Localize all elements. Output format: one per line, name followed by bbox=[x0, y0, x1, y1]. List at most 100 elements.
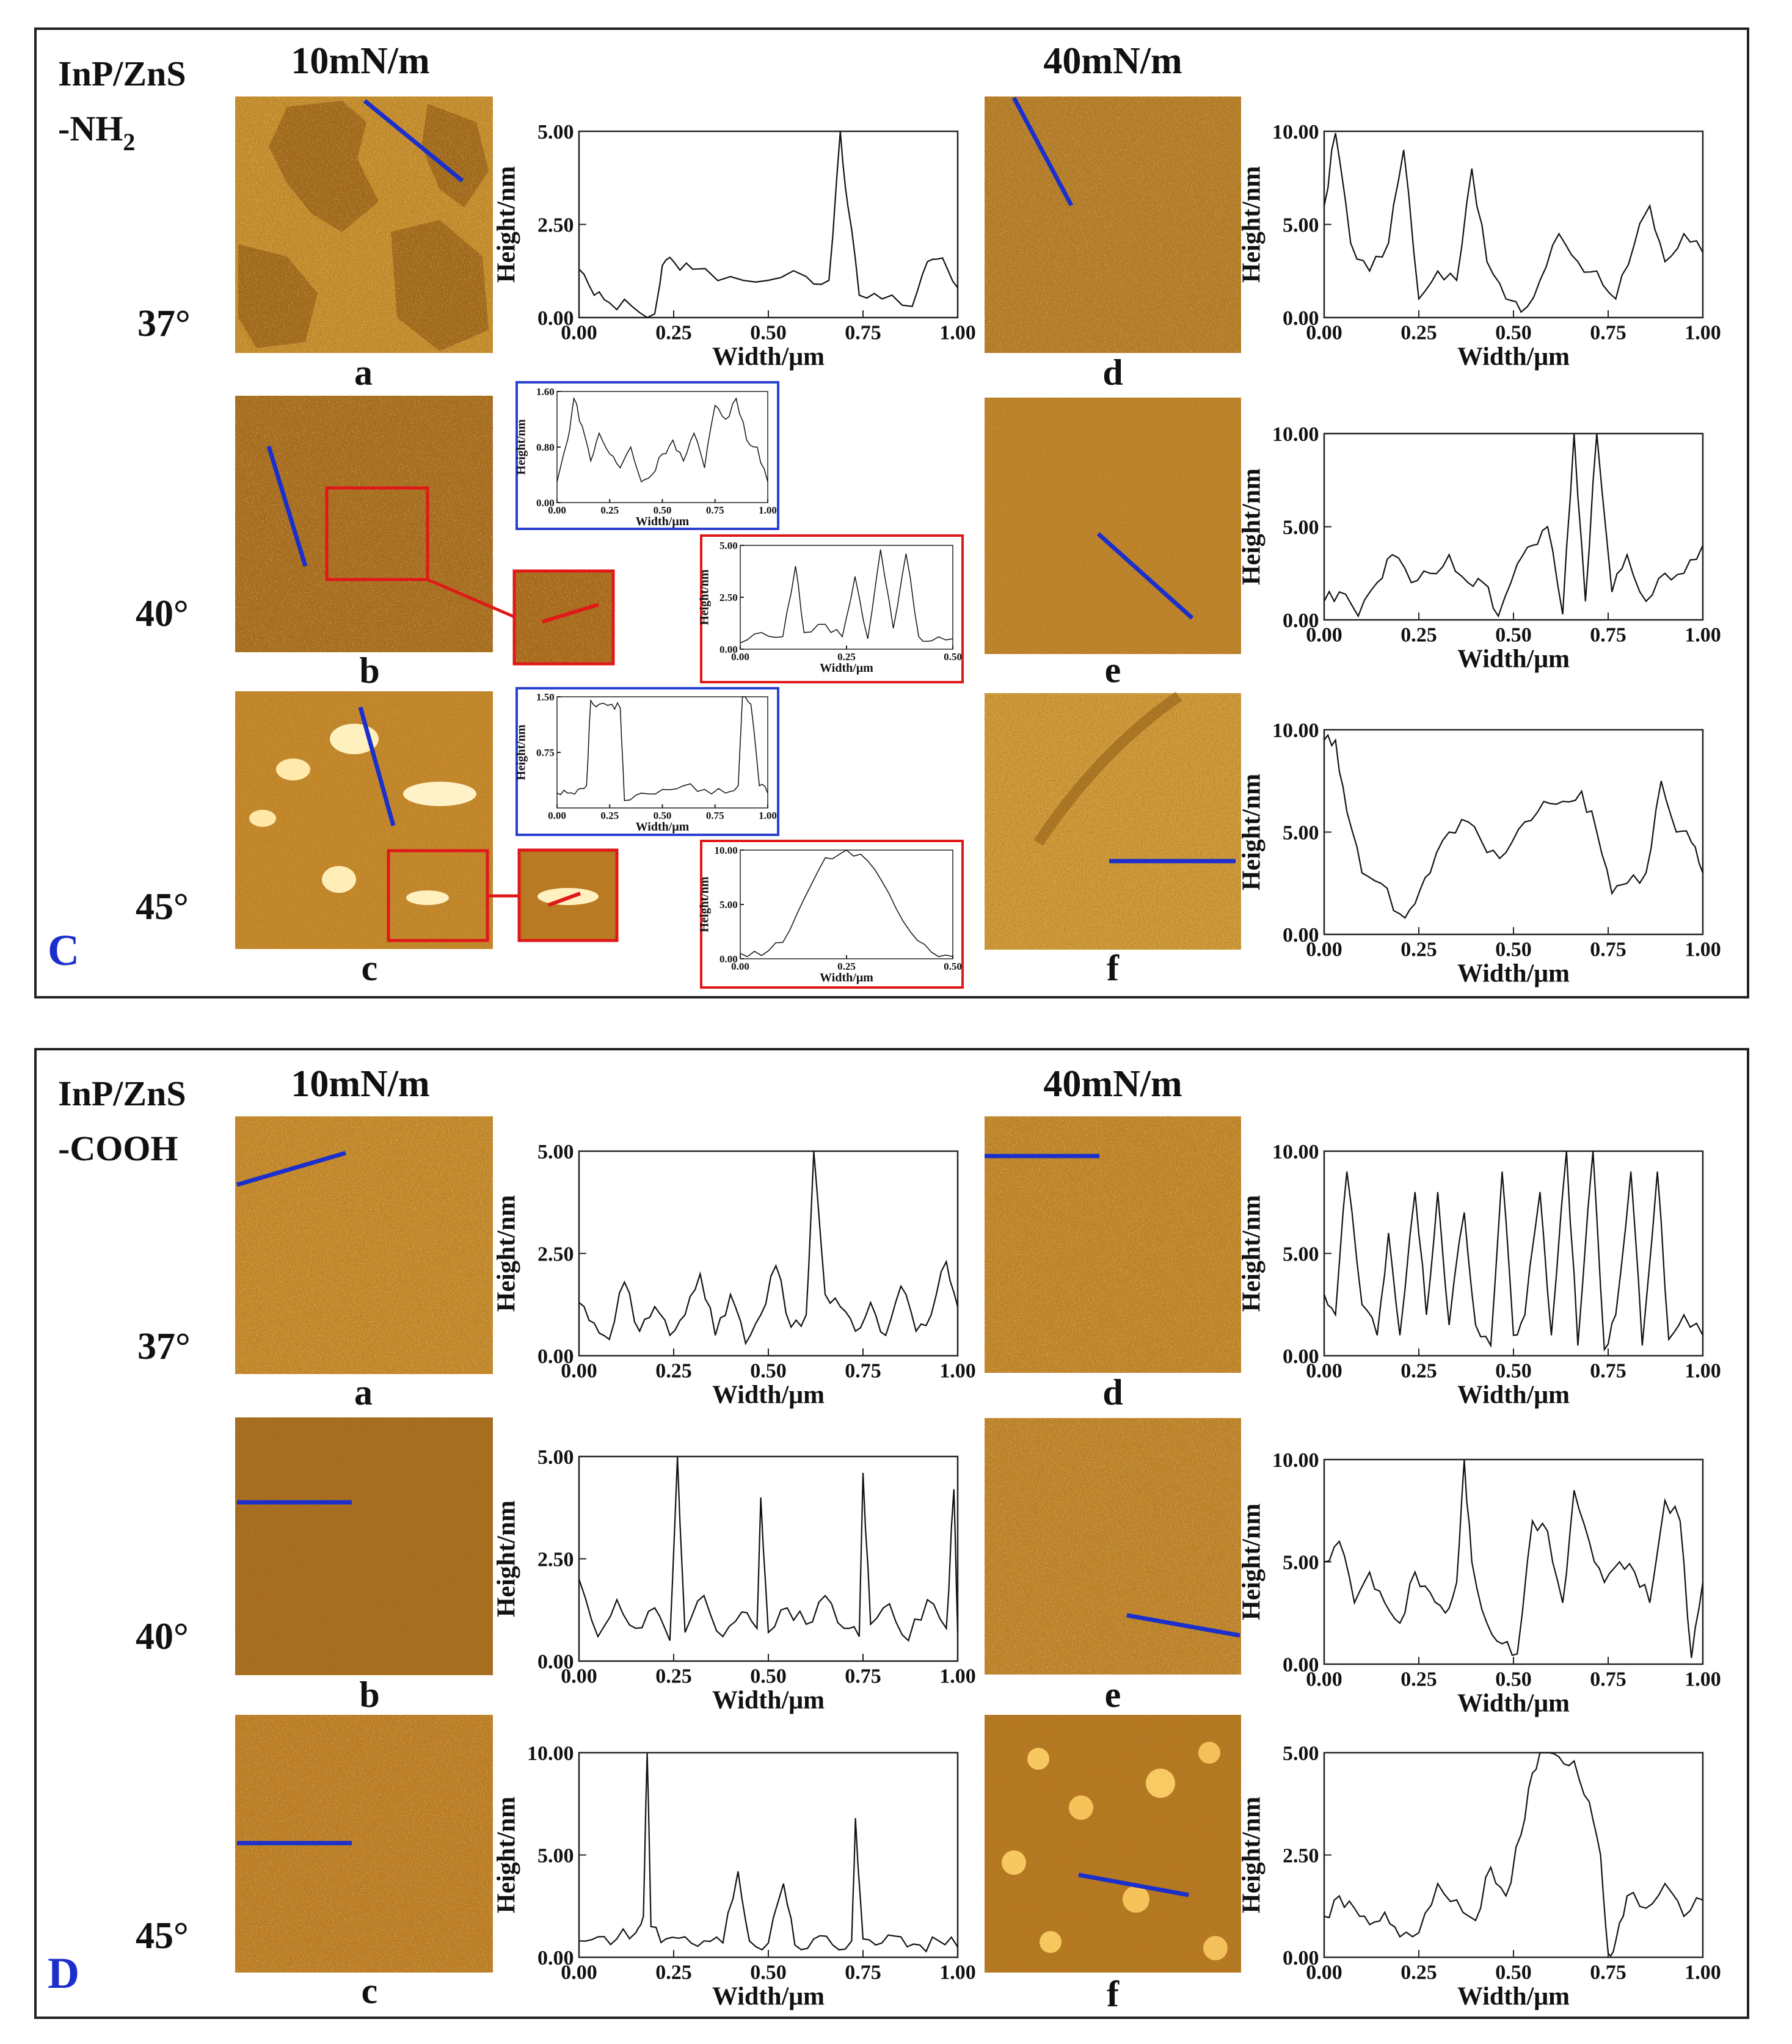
angle-label-40: 40° bbox=[136, 593, 189, 635]
x-tick-label: 0.25 bbox=[655, 1962, 692, 1984]
afm-image-D-a bbox=[235, 1116, 493, 1374]
series-line bbox=[578, 131, 958, 319]
y-tick-label: 5.00 bbox=[1283, 1243, 1319, 1265]
x-tick-label: 0.50 bbox=[654, 504, 672, 516]
x-tick-label: 1.00 bbox=[939, 322, 976, 344]
x-tick-label: 0.25 bbox=[837, 961, 856, 972]
x-tick-label: 0.75 bbox=[845, 1962, 881, 1984]
x-tick-label: 0.25 bbox=[1400, 939, 1437, 961]
afm-image-C-e bbox=[985, 398, 1241, 654]
image-label-C-f: f bbox=[1107, 948, 1120, 988]
panel-letter-D: D bbox=[48, 1949, 79, 1998]
pressure-label-10: 10mN/m bbox=[291, 40, 429, 82]
y-tick-label: 0.00 bbox=[536, 497, 555, 509]
y-tick-label: 0.00 bbox=[719, 644, 738, 655]
angle-label-45: 45° bbox=[136, 886, 189, 928]
x-tick-label: 0.50 bbox=[944, 651, 962, 663]
angle-label-37: 37° bbox=[137, 303, 191, 344]
y-tick-label: 0.00 bbox=[537, 1651, 574, 1673]
y-tick-label: 0.00 bbox=[1283, 1345, 1319, 1368]
y-tick-label: 0.00 bbox=[719, 953, 738, 965]
x-tick-label: 0.50 bbox=[750, 1360, 787, 1383]
series-line bbox=[740, 549, 953, 644]
series-line bbox=[578, 1151, 959, 1345]
x-tick-label: 1.00 bbox=[1685, 322, 1721, 344]
y-tick-label: 2.50 bbox=[537, 1243, 574, 1265]
afm-image-D-c bbox=[235, 1715, 493, 1973]
x-axis-label: Width/μm bbox=[712, 343, 825, 371]
x-tick-label: 0.00 bbox=[548, 504, 566, 516]
y-tick-label: 5.00 bbox=[537, 121, 574, 144]
x-axis-label: Width/μm bbox=[1457, 1690, 1570, 1718]
image-label-C-b: b bbox=[359, 650, 379, 691]
sample-group-C: -NH2 bbox=[58, 109, 135, 156]
y-axis-label: Height/nm bbox=[493, 1797, 521, 1913]
plot-frame bbox=[556, 391, 768, 503]
afm-image-D-b bbox=[235, 1417, 493, 1675]
series-line bbox=[1323, 133, 1703, 313]
x-tick-label: 1.00 bbox=[1685, 1962, 1721, 1984]
y-tick-label: 5.00 bbox=[537, 1844, 574, 1867]
y-tick-label: 0.00 bbox=[1283, 1654, 1319, 1676]
x-axis-label: Width/μm bbox=[636, 515, 690, 528]
y-tick-label: 2.50 bbox=[537, 1548, 574, 1571]
x-tick-label: 0.50 bbox=[1495, 322, 1532, 344]
x-tick-label: 0.00 bbox=[1306, 1668, 1342, 1691]
plot-frame bbox=[1323, 130, 1704, 319]
profile-charts: 0.00 0.25 0.50 0.75 1.00 0.00 2.50 5.00 Width/μm… bbox=[493, 121, 1721, 2011]
x-axis-label: Width/μm bbox=[820, 661, 873, 675]
y-axis-label: Height/nm bbox=[493, 1500, 521, 1617]
sample-name-D: InP/ZnS bbox=[58, 1074, 186, 1113]
image-label-D-b: b bbox=[359, 1675, 379, 1715]
y-tick-label: 0.00 bbox=[537, 1947, 574, 1969]
x-tick-label: 0.50 bbox=[654, 810, 672, 821]
y-tick-label: 5.00 bbox=[1283, 1742, 1319, 1765]
x-tick-label: 0.25 bbox=[655, 1665, 692, 1688]
x-tick-label: 0.25 bbox=[1400, 1962, 1437, 1984]
x-axis-label: Width/μm bbox=[1457, 343, 1570, 371]
image-label-D-a: a bbox=[354, 1372, 373, 1413]
x-tick-label: 0.00 bbox=[561, 322, 597, 344]
y-axis-label: Height/nm bbox=[493, 1195, 521, 1312]
y-tick-label: 10.00 bbox=[1272, 121, 1319, 144]
y-tick-label: 0.00 bbox=[1283, 609, 1319, 632]
series-line bbox=[1324, 433, 1704, 618]
x-tick-label: 0.00 bbox=[561, 1360, 597, 1383]
image-label-C-d: d bbox=[1102, 352, 1123, 393]
plot-frame bbox=[578, 1751, 959, 1959]
y-axis-label: Height/nm bbox=[514, 419, 528, 475]
inset-frame-C-c-red bbox=[700, 840, 964, 989]
y-tick-label: 5.00 bbox=[1283, 821, 1319, 844]
x-tick-label: 1.00 bbox=[759, 810, 777, 821]
x-tick-label: 1.00 bbox=[939, 1962, 976, 1984]
y-tick-label: 10.00 bbox=[715, 845, 738, 856]
chart-C-b-zoom: 0.00 0.25 0.50 0.00 2.50 5.00 Width/μm Height/n… bbox=[697, 540, 962, 675]
chart-C-c-zoom: 0.00 0.25 0.50 0.00 5.00 10.00 Width/μm Height/… bbox=[697, 845, 962, 984]
chart-C-c-inset: 0.00 0.25 0.50 0.75 1.00 0.75 1.50 Width/μm Heig… bbox=[514, 691, 777, 834]
image-label-C-a: a bbox=[354, 352, 373, 393]
afm-image-C-a bbox=[235, 96, 493, 353]
image-label-D-e: e bbox=[1105, 1675, 1121, 1715]
image-label-D-f: f bbox=[1107, 1974, 1120, 2014]
x-tick-label: 0.75 bbox=[845, 322, 881, 344]
y-axis-label: Height/nm bbox=[493, 166, 521, 283]
y-tick-label: 10.00 bbox=[527, 1742, 574, 1765]
x-tick-label: 0.50 bbox=[1495, 939, 1532, 961]
x-tick-label: 0.75 bbox=[1590, 624, 1626, 647]
image-label-C-c: c bbox=[362, 948, 378, 988]
y-tick-label: 0.00 bbox=[1283, 1947, 1319, 1969]
series-line bbox=[556, 696, 768, 801]
x-tick-label: 0.00 bbox=[561, 1962, 597, 1984]
chart-C-e: 0.00 0.25 0.50 0.75 1.00 0.00 5.00 10.00 Width/μ… bbox=[1238, 423, 1721, 674]
x-tick-label: 1.00 bbox=[1685, 624, 1721, 647]
x-tick-label: 0.25 bbox=[837, 651, 856, 663]
chart-D-a: 0.00 0.25 0.50 0.75 1.00 0.00 2.50 5.00 Width/μm… bbox=[493, 1141, 976, 1409]
pressure-label-40: 40mN/m bbox=[1043, 40, 1182, 82]
y-tick-label: 5.00 bbox=[537, 1141, 574, 1163]
angle-label-40-D: 40° bbox=[136, 1616, 189, 1657]
x-tick-label: 0.75 bbox=[845, 1665, 881, 1688]
afm-image-C-c bbox=[235, 691, 493, 949]
y-tick-label: 5.00 bbox=[719, 899, 738, 911]
series-line bbox=[1324, 1751, 1703, 1957]
x-tick-label: 0.00 bbox=[548, 810, 566, 821]
